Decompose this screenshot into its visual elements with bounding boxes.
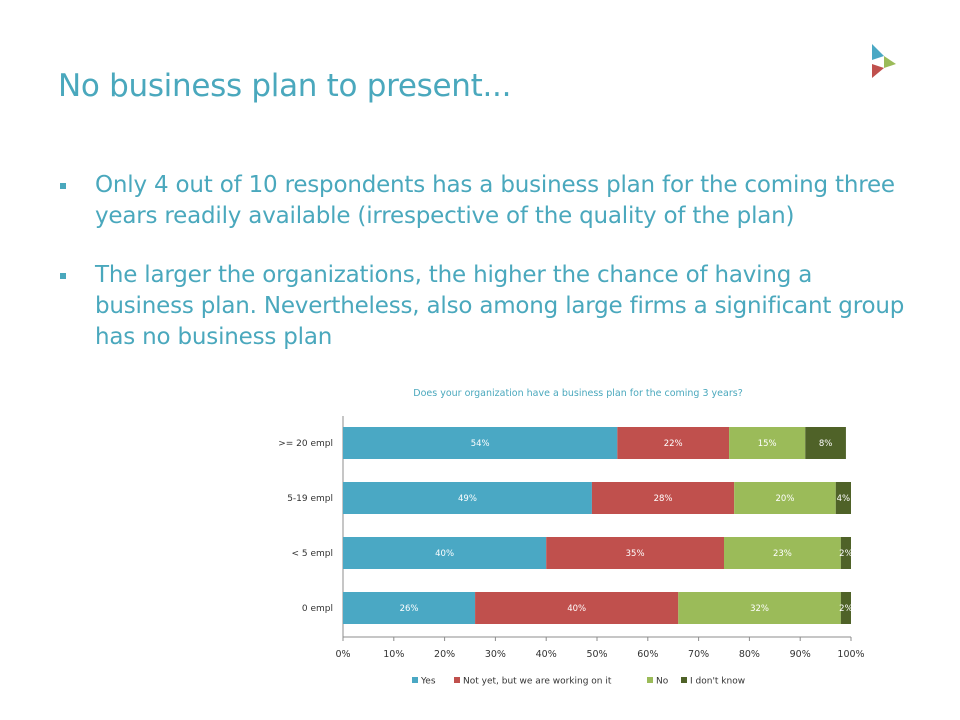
bar-segment: [840, 592, 851, 624]
legend-label: I don't know: [690, 677, 745, 687]
data-label: 35%: [626, 549, 645, 559]
bar-segment: [724, 537, 841, 569]
x-tick-label: 30%: [485, 649, 506, 660]
bar-segment: [617, 427, 730, 459]
legend-swatch: [647, 677, 653, 683]
x-tick-label: 20%: [434, 649, 455, 660]
data-label: 22%: [664, 439, 683, 449]
bar-segment: [343, 427, 618, 459]
category-label: 5-19 empl: [287, 494, 333, 504]
data-label: 20%: [776, 494, 795, 504]
data-label: 2%: [839, 604, 853, 614]
data-label: 8%: [819, 439, 833, 449]
bullet-text: Only 4 out of 10 respondents has a busin…: [95, 172, 895, 229]
bullet-square-icon: [60, 273, 66, 279]
bar-segment: [343, 592, 476, 624]
bar-segment: [591, 482, 735, 514]
bar-segment: [835, 482, 851, 514]
category-label: >= 20 empl: [278, 439, 333, 449]
bullet-list: Only 4 out of 10 respondents has a busin…: [56, 170, 916, 381]
bar-segment: [840, 537, 851, 569]
data-label: 40%: [435, 549, 454, 559]
bar-segment: [805, 427, 846, 459]
bar-segment: [475, 592, 679, 624]
legend-swatch: [681, 677, 687, 683]
bullet-text: The larger the organizations, the higher…: [95, 262, 905, 350]
x-tick-label: 60%: [637, 649, 658, 660]
data-label: 54%: [471, 439, 490, 449]
legend-swatch: [454, 677, 460, 683]
category-label: < 5 empl: [291, 549, 333, 559]
data-label: 2%: [839, 549, 853, 559]
data-label: 32%: [750, 604, 769, 614]
bar-segment: [734, 482, 836, 514]
chart-title: Does your organization have a business p…: [413, 388, 742, 399]
category-label: 0 empl: [302, 604, 333, 614]
bar-segment: [729, 427, 806, 459]
x-tick-label: 100%: [837, 649, 864, 660]
legend-label: Yes: [420, 677, 436, 687]
x-tick-label: 50%: [586, 649, 607, 660]
bar-segment: [546, 537, 724, 569]
x-tick-label: 80%: [739, 649, 760, 660]
bullet-square-icon: [60, 183, 66, 189]
legend-swatch: [412, 677, 418, 683]
data-label: 15%: [758, 439, 777, 449]
bullet-item: Only 4 out of 10 respondents has a busin…: [56, 170, 916, 232]
data-label: 4%: [837, 494, 851, 504]
bar-segment: [343, 537, 547, 569]
data-label: 28%: [654, 494, 673, 504]
data-label: 49%: [458, 494, 477, 504]
data-label: 40%: [567, 604, 586, 614]
legend-label: No: [656, 677, 669, 687]
bar-segment: [343, 482, 592, 514]
data-label: 23%: [773, 549, 792, 559]
bullet-item: The larger the organizations, the higher…: [56, 260, 916, 353]
data-label: 26%: [400, 604, 419, 614]
bar-segment: [678, 592, 841, 624]
legend-label: Not yet, but we are working on it: [463, 677, 612, 687]
x-tick-label: 10%: [383, 649, 404, 660]
x-tick-label: 40%: [536, 649, 557, 660]
x-tick-label: 70%: [688, 649, 709, 660]
x-tick-label: 90%: [790, 649, 811, 660]
logo-icon: [872, 44, 896, 78]
slide-title: No business plan to present...: [58, 68, 512, 104]
x-tick-label: 0%: [335, 649, 350, 660]
